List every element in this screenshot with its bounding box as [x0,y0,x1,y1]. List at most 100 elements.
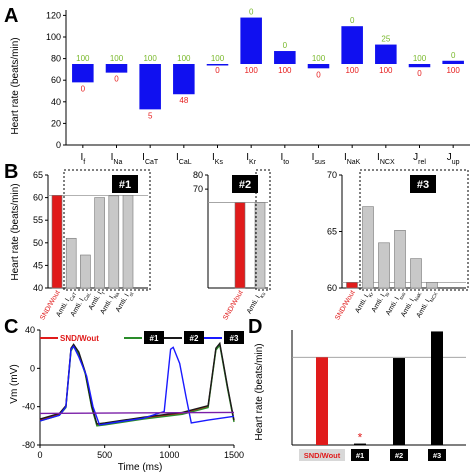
panel-d-bar [354,443,366,445]
panel-label-c: C [4,316,18,338]
panel-b3-group-tag [410,175,436,193]
panel-a-xtick-label: Jrel [413,152,426,166]
panel-label-d: D [248,316,262,338]
panel-a-bottom-label: 0 [114,75,119,84]
panel-b1-chart: Heart rate (beats/min) 404550556065SND/W… [10,169,151,322]
panel-b1-bar [108,195,120,289]
panel-a-bar [206,64,229,66]
panel-a-bottom-label: 5 [148,111,153,120]
panel-c-xtick-label: 1500 [224,450,244,460]
panel-b1-ytick-label: 50 [33,238,43,248]
panel-b3-bar [426,282,438,289]
panel-b2-group-box [255,169,271,291]
panel-c-legend-tag [144,331,164,344]
panel-a-ylabel: Heart rate (beats/min) [10,37,21,134]
panel-a-xtick-label: IKs [212,152,223,166]
panel-d-xtick-bg [390,449,408,461]
panel-a-bar [375,44,397,64]
panel-a-ytick-label: 100 [46,32,61,42]
panel-b2-bar [234,202,246,289]
panel-d-bar [316,357,328,445]
panel-a-top-label: 100 [143,54,157,63]
panel-c-legend-tag [224,331,244,344]
panel-b2-xtick-label: Amti. IKs [246,289,267,316]
panel-b-ylabel: Heart rate (beats/min) [10,183,21,280]
panel-a-top-label: 100 [177,54,191,63]
panel-a-xtick-label: INa [111,152,123,166]
panel-a-xtick-label: If [80,152,85,166]
panel-a-bottom-label: 0 [417,69,422,78]
panel-a-xtick-label: Isus [312,152,326,166]
panel-a-bar [307,64,330,69]
panel-a-top-label: 100 [413,54,427,63]
panel-a-top-label: 25 [381,35,390,44]
panel-a-bar [274,51,296,64]
panel-b3-group-box [359,169,469,291]
panel-b1-bar [65,237,77,289]
panel-c-ylabel: Vm (mV) [9,364,20,403]
panel-a-xtick-label: INaK [344,152,361,166]
panel-d-chart: Heart rate (beats/min) SND/Wout #1 #2 #3 * [254,330,466,461]
panel-b1-group-tag-label: #1 [119,179,131,191]
panel-a-top-label: 100 [312,54,326,63]
panel-a-bottom-label: 100 [345,66,359,75]
panel-c-legend-label: #1 [150,334,159,343]
panel-a-ytick-label: 80 [51,54,61,64]
panel-a-xtick-label: IKr [246,152,256,166]
panel-c-ytick-label: -40 [22,402,35,412]
panel-a-ytick-label: 20 [51,118,61,128]
panel-b3-bar [362,206,374,289]
panel-a-bar [240,17,262,65]
panel-b2-group-tag [232,175,258,193]
panel-c-ytick-label: 40 [25,325,35,335]
panel-c-xtick-label: 0 [37,450,42,460]
panel-b1-ytick-label: 60 [33,193,43,203]
panel-a-chart: Heart rate (beats/min) 0 20 40 60 80 100 120 10… [10,8,470,166]
panel-c-chart: Vm (mV) Time (ms) -80 -40 0 40 0 500 1000 1500 S… [9,325,244,473]
panel-a-bar [442,60,464,64]
panel-b2-bar [254,202,266,289]
panel-label-a: A [4,5,18,27]
panel-c-xtick-label: 1000 [159,450,179,460]
panel-a-bar [408,64,431,68]
panel-b3-xtick-label: SND/Wout [334,289,357,321]
panel-b2-ytick-label: 80 [193,170,203,180]
panel-d-xtick-bg [428,449,446,461]
panel-a-bottom-label: 0 [81,84,86,93]
panel-c-ytick-label: 0 [30,363,35,373]
panel-c-xtick-label: 500 [97,450,112,460]
panel-b1-group-tag [112,175,138,193]
panel-a-xtick-label: ICaL [176,152,192,166]
panel-b3-bar [394,230,406,289]
panel-a-bar [139,64,161,110]
panel-b1-bar [80,254,91,289]
panel-c-legend-label: SND/Wout [60,334,99,343]
panel-b2-chart: 70 80 SND/Wout Amti. IKs #2 [193,169,271,322]
panel-a-ytick-label: 0 [56,140,61,150]
panel-a-bottom-label: 100 [278,66,292,75]
panel-b2-xtick-label: SND/Wout [222,289,245,321]
panel-a-bar [341,26,363,64]
panel-b1-bar [51,195,63,289]
panel-a-bottom-label: 100 [379,66,393,75]
panel-b3-ytick-label: 65 [327,227,337,237]
panel-c-legend-label: #3 [230,334,239,343]
panel-a-top-label: 0 [249,8,254,17]
panel-b3-group-tag-label: #3 [417,179,429,191]
panel-b3-bar [378,242,390,289]
panel-a-bar [72,64,94,83]
panel-b1-group-box [63,169,151,291]
panel-b1-bar [122,195,134,289]
panel-d-xtick-label: #1 [356,451,364,460]
panel-c-series-line [39,411,235,415]
panel-c-xlabel: Time (ms) [118,462,163,473]
panel-c-series-line [39,341,235,425]
panel-b1-bar [94,197,105,289]
panel-d-xtick-label: SND/Wout [304,451,341,460]
panel-a-top-label: 0 [350,16,355,25]
panel-a-ytick-label: 60 [51,75,61,85]
panel-d-xtick-label: #3 [433,451,441,460]
panel-a-bottom-label: 100 [446,66,460,75]
